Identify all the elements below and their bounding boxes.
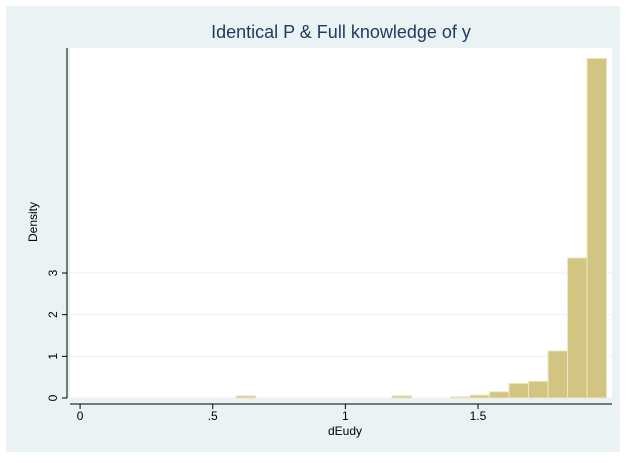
x-axis-label: dEudy <box>328 424 362 438</box>
x-tick-label: 1 <box>342 409 349 423</box>
bar <box>235 395 257 399</box>
y-tick-label: 1 <box>46 353 60 360</box>
bar <box>489 391 510 399</box>
bar <box>469 394 491 399</box>
y-tick-label: 3 <box>46 269 60 276</box>
bar <box>450 396 471 399</box>
bar <box>586 57 608 399</box>
plot-bg <box>70 48 612 398</box>
bar <box>508 382 530 399</box>
chart-title: Identical P & Full knowledge of y <box>211 22 471 42</box>
x-tick-label: 0 <box>77 409 84 423</box>
bar <box>567 257 588 399</box>
y-tick-label: 2 <box>46 311 60 318</box>
bar <box>547 350 569 399</box>
bar <box>391 395 413 399</box>
y-axis-label: Density <box>26 202 40 242</box>
x-tick-label: .5 <box>208 409 218 423</box>
bar <box>528 380 549 399</box>
x-tick-label: 1.5 <box>470 409 487 423</box>
y-tick-label: 0 <box>46 394 60 401</box>
